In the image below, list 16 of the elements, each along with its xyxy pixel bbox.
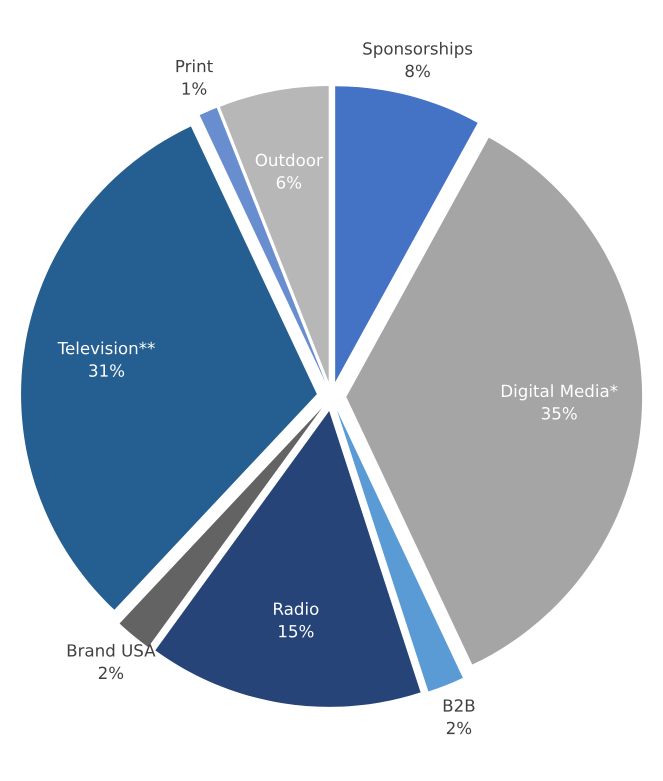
data-label: 35% — [542, 407, 577, 420]
data-label: 6% — [276, 176, 302, 189]
data-label: 31% — [89, 364, 124, 377]
slice-label: Outdoor — [256, 153, 323, 166]
data-label: 2% — [446, 722, 472, 734]
slice-label: Television** — [58, 341, 155, 354]
slice-label: Brand USA — [68, 644, 156, 657]
data-label: 1% — [182, 82, 206, 95]
data-label: 15% — [279, 624, 314, 638]
data-label: 8% — [405, 64, 430, 78]
slice-label: Print — [176, 59, 213, 72]
slice-label: B2B — [444, 699, 474, 712]
slice-label: Digital Media* — [502, 384, 618, 400]
slice-label: Sponsorships — [363, 42, 472, 58]
data-label: 2% — [98, 666, 124, 680]
slice-label: Radio — [274, 602, 318, 616]
